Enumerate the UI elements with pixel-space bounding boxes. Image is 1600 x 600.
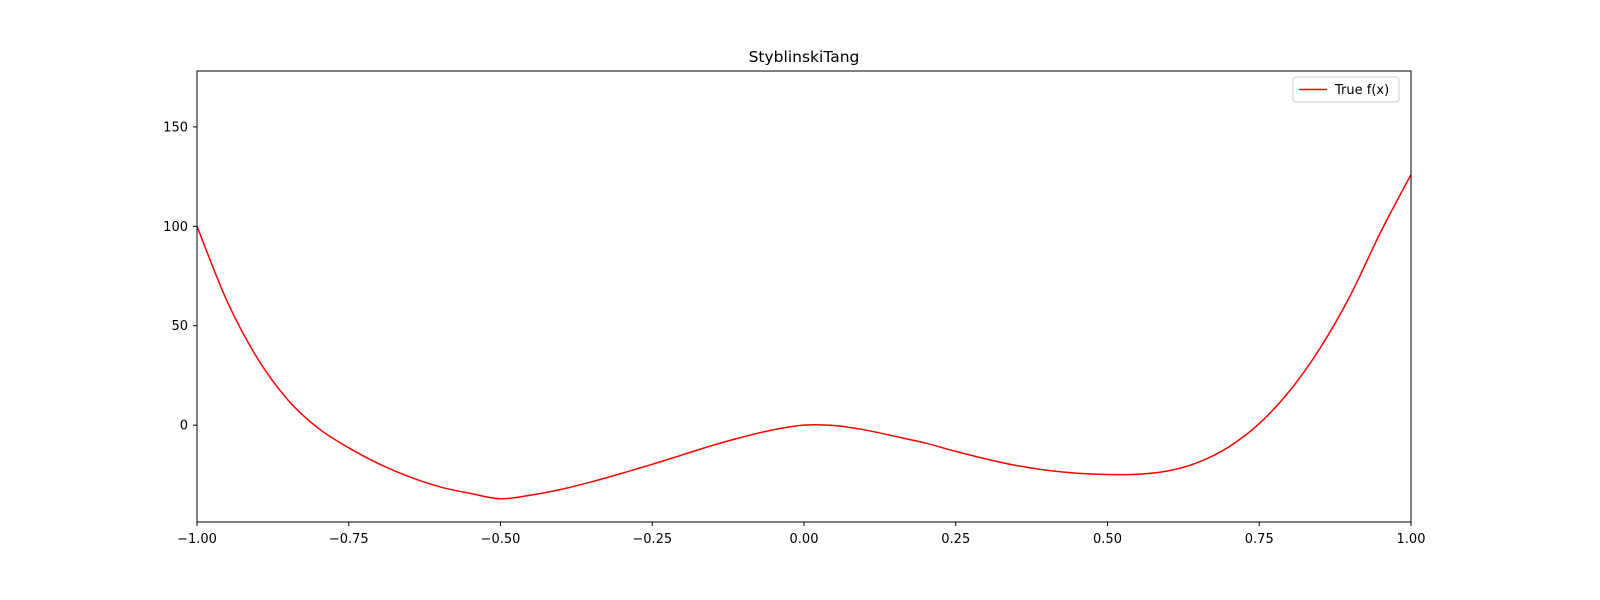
legend-box xyxy=(1292,76,1400,103)
legend: True f(x) xyxy=(1292,76,1400,103)
x-tick-label: 0.00 xyxy=(790,532,819,547)
x-tick-label: −0.75 xyxy=(329,532,369,547)
y-tick-label: 50 xyxy=(171,319,188,334)
x-tick-label: −0.50 xyxy=(481,532,521,547)
x-tick-label: 0.25 xyxy=(941,532,970,547)
x-tick-label: −1.00 xyxy=(177,532,217,547)
y-axis: 0 50 100 150 xyxy=(163,120,197,434)
y-tick-label: 0 xyxy=(180,419,188,434)
legend-label: True f(x) xyxy=(1334,83,1389,98)
x-tick-label: 0.50 xyxy=(1093,532,1122,547)
series-line xyxy=(197,174,1411,500)
x-axis: −1.00 −0.75 −0.50 −0.25 0.00 0.25 0.50 0.75 1.00 xyxy=(177,522,1425,547)
x-tick-label: −0.25 xyxy=(632,532,672,547)
axes-frame xyxy=(196,70,1412,523)
chart-title: StyblinskiTang xyxy=(749,48,860,66)
x-tick-label: 1.00 xyxy=(1397,532,1426,547)
y-tick-label: 100 xyxy=(163,220,188,235)
plot-area xyxy=(197,174,1411,500)
x-tick-label: 0.75 xyxy=(1245,532,1274,547)
y-tick-label: 150 xyxy=(163,120,188,135)
